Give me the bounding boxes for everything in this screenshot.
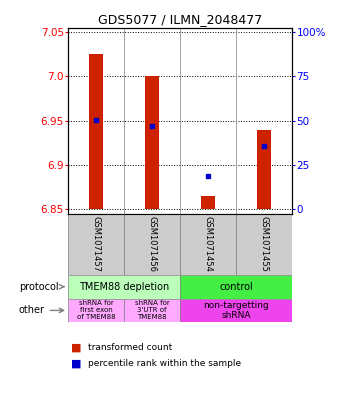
Text: GSM1071456: GSM1071456	[148, 216, 157, 272]
FancyBboxPatch shape	[124, 214, 180, 275]
Bar	[145, 76, 159, 209]
Text: transformed count: transformed count	[88, 343, 173, 352]
Text: percentile rank within the sample: percentile rank within the sample	[88, 359, 241, 368]
Text: shRNA for
first exon
of TMEM88: shRNA for first exon of TMEM88	[77, 300, 115, 320]
Text: protocol: protocol	[19, 282, 64, 292]
Text: ■: ■	[71, 358, 82, 369]
FancyBboxPatch shape	[180, 275, 292, 299]
Text: shRNA for
3'UTR of
TMEM88: shRNA for 3'UTR of TMEM88	[135, 300, 170, 320]
FancyBboxPatch shape	[68, 275, 180, 299]
Text: control: control	[219, 282, 253, 292]
FancyBboxPatch shape	[68, 299, 124, 322]
Text: GSM1071454: GSM1071454	[204, 217, 213, 272]
FancyBboxPatch shape	[180, 299, 292, 322]
FancyBboxPatch shape	[180, 214, 236, 275]
Title: GDS5077 / ILMN_2048477: GDS5077 / ILMN_2048477	[98, 13, 262, 26]
Text: TMEM88 depletion: TMEM88 depletion	[79, 282, 169, 292]
Text: GSM1071455: GSM1071455	[260, 217, 269, 272]
Bar	[201, 196, 215, 209]
Text: ■: ■	[71, 343, 82, 353]
Bar	[89, 54, 103, 209]
Bar	[257, 130, 271, 209]
FancyBboxPatch shape	[124, 299, 180, 322]
FancyBboxPatch shape	[68, 214, 124, 275]
Text: other: other	[19, 305, 64, 316]
FancyBboxPatch shape	[236, 214, 292, 275]
Text: non-targetting
shRNA: non-targetting shRNA	[203, 301, 269, 320]
Text: GSM1071457: GSM1071457	[91, 216, 101, 272]
